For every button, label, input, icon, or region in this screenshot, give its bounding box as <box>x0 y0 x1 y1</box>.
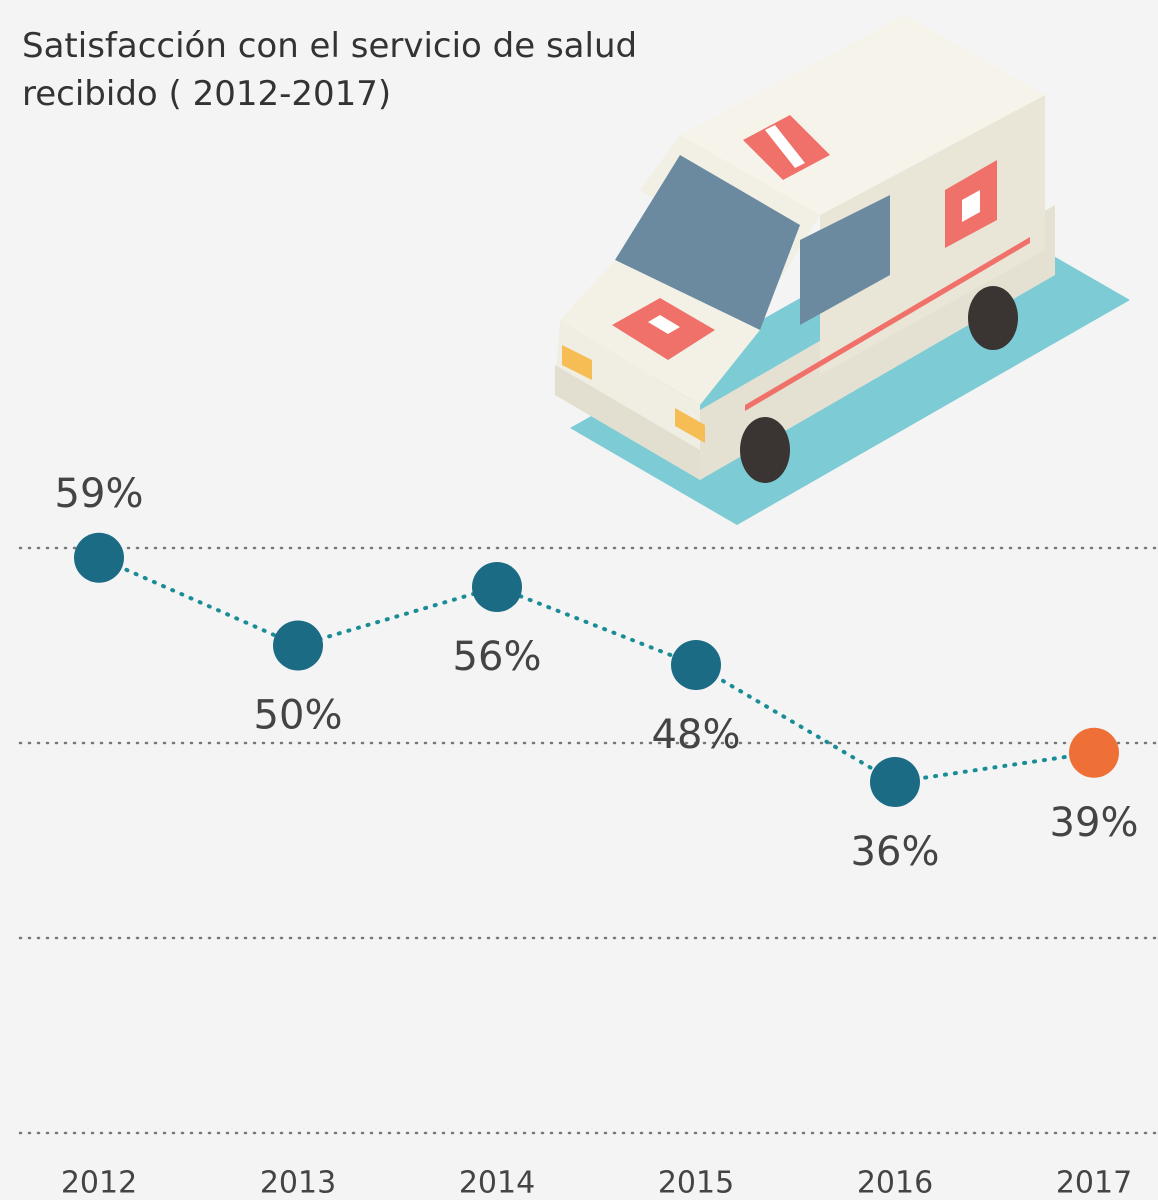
data-label: 36% <box>851 829 940 875</box>
data-label: 48% <box>652 712 741 758</box>
data-point <box>671 640 721 690</box>
data-point <box>273 620 323 671</box>
data-point <box>870 757 920 807</box>
data-line <box>97 555 1096 785</box>
x-tick-label: 2016 <box>857 1166 933 1200</box>
data-point <box>472 562 522 612</box>
data-label: 39% <box>1050 800 1139 846</box>
ambulance-illustration <box>555 15 1130 525</box>
x-tick-label: 2013 <box>260 1166 336 1200</box>
x-tick-label: 2015 <box>658 1166 734 1200</box>
data-label: 56% <box>453 634 542 680</box>
x-tick-label: 2014 <box>459 1166 535 1200</box>
data-label: 59% <box>55 471 144 517</box>
data-point <box>1069 727 1119 778</box>
x-tick-label: 2012 <box>61 1166 137 1200</box>
chart-title: Satisfacción con el servicio de salud re… <box>22 26 638 114</box>
data-point <box>74 532 124 583</box>
x-tick-label: 2017 <box>1056 1166 1132 1200</box>
data-label: 50% <box>254 693 343 739</box>
